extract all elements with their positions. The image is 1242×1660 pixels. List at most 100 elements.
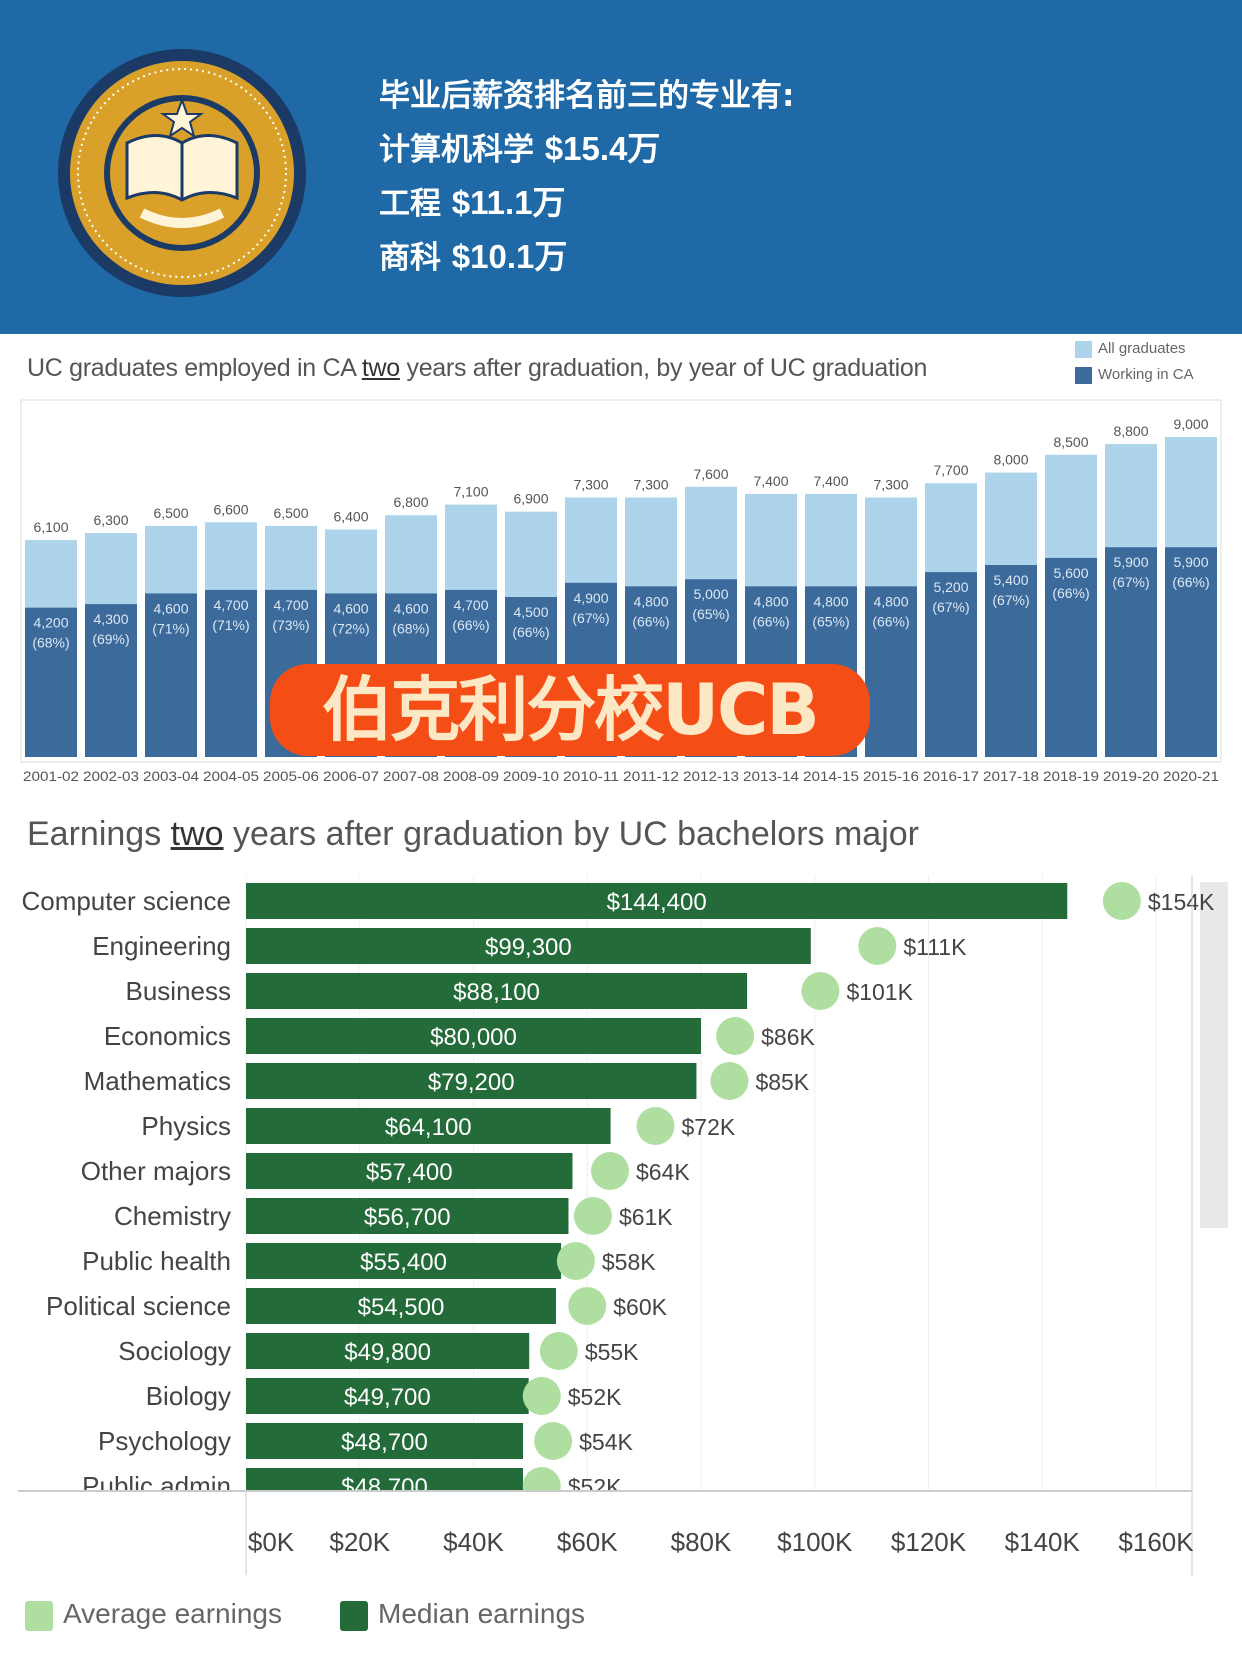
total-label: 7,300 <box>873 476 908 492</box>
percent-label: (66%) <box>452 617 489 633</box>
chart2-earnings-bars: Computer science $144,400 $154K Engineering… <box>18 875 1215 1575</box>
total-label: 6,100 <box>33 519 68 535</box>
header-banner: 毕业后薪资排名前三的专业有: 计算机科学 $15.4万 工程 $11.1万 商科… <box>0 0 1242 334</box>
point-average-earnings <box>534 1422 573 1460</box>
x-tick-label: 2004-05 <box>203 768 259 784</box>
percent-label: (72%) <box>332 620 369 636</box>
bar-median-earnings <box>246 1378 529 1414</box>
x-tick-label: 2014-15 <box>803 768 859 784</box>
percent-label: (68%) <box>392 620 429 636</box>
x-tick-label: 2015-16 <box>863 768 919 784</box>
bar-median-earnings <box>246 1423 523 1459</box>
bar-working-in-ca <box>1045 557 1097 757</box>
point-average-earnings <box>716 1017 755 1055</box>
point-average-earnings <box>568 1287 607 1325</box>
working-label: 4,900 <box>573 590 608 606</box>
point-average-earnings <box>522 1467 561 1491</box>
percent-label: (65%) <box>812 613 849 629</box>
category-label: Economics <box>104 1021 231 1051</box>
working-label: 5,000 <box>693 586 728 602</box>
total-label: 7,300 <box>633 476 668 492</box>
median-label: $80,000 <box>430 1024 517 1051</box>
legend-swatch <box>1075 366 1092 384</box>
legend-swatch <box>340 1600 368 1631</box>
point-average-earnings <box>1102 882 1141 920</box>
working-label: 5,900 <box>1173 554 1208 570</box>
salary-value: $10.1万 <box>451 238 568 275</box>
point-average-earnings <box>636 1107 675 1145</box>
percent-label: (71%) <box>212 617 249 633</box>
working-label: 4,800 <box>633 593 668 609</box>
median-label: $99,300 <box>485 934 572 961</box>
bar-working-in-ca <box>985 565 1037 757</box>
title-banner: 伯克利分校UCB <box>270 664 870 756</box>
x-tick-label: 2005-06 <box>263 768 319 784</box>
total-label: 8,800 <box>1113 423 1148 439</box>
bar-median-earnings <box>246 1108 611 1144</box>
category-label: Engineering <box>92 931 231 961</box>
point-average-earnings <box>858 927 897 965</box>
x-tick-label: $40K <box>443 1527 504 1557</box>
x-tick-label: 2002-03 <box>83 768 139 784</box>
category-label: Public health <box>82 1246 231 1276</box>
bar-working-in-ca <box>205 589 257 757</box>
total-label: 6,500 <box>273 505 308 521</box>
x-tick-label: $140K <box>1005 1527 1081 1557</box>
major-name: 工程 <box>379 186 441 222</box>
total-label: 8,500 <box>1053 434 1088 450</box>
x-tick-label: 2011-12 <box>623 768 679 784</box>
total-label: 7,400 <box>813 473 848 489</box>
working-label: 4,500 <box>513 604 548 620</box>
percent-label: (67%) <box>932 599 969 615</box>
legend-average-earnings: Average earnings <box>25 1598 282 1631</box>
percent-label: (67%) <box>572 610 609 626</box>
average-label: $85K <box>755 1069 809 1095</box>
total-label: 7,700 <box>933 462 968 478</box>
average-label: $58K <box>602 1249 656 1275</box>
plot-frame <box>20 399 1222 763</box>
working-label: 5,900 <box>1113 554 1148 570</box>
average-label: $52K <box>568 1474 622 1500</box>
x-tick-label: 2017-18 <box>983 768 1039 784</box>
percent-label: (66%) <box>872 613 909 629</box>
bar-median-earnings <box>246 1333 530 1369</box>
bar-median-earnings <box>246 928 811 964</box>
x-tick-label: 2001-02 <box>23 768 79 784</box>
bar-working-in-ca <box>85 604 137 757</box>
total-label: 7,300 <box>573 476 608 492</box>
median-label: $144,400 <box>607 889 707 916</box>
total-label: 6,300 <box>93 512 128 528</box>
category-label: Sociology <box>118 1336 231 1366</box>
working-label: 4,600 <box>153 600 188 616</box>
total-label: 7,100 <box>453 484 488 500</box>
salary-value: $11.1万 <box>451 184 566 221</box>
legend-swatch <box>25 1600 53 1631</box>
percent-label: (73%) <box>272 617 309 633</box>
bar-working-in-ca <box>1165 547 1217 757</box>
x-tick-label: 2020-21 <box>1163 768 1219 784</box>
category-label: Physics <box>141 1111 231 1141</box>
legend-all-graduates: All graduates <box>1075 340 1186 358</box>
point-average-earnings <box>522 1377 561 1415</box>
bar-median-earnings <box>246 1018 701 1054</box>
bar-median-earnings <box>246 1243 562 1279</box>
working-label: 4,200 <box>33 615 68 631</box>
working-label: 4,600 <box>333 600 368 616</box>
category-label: Business <box>126 976 232 1006</box>
x-tick-label: 2012-13 <box>683 768 739 784</box>
total-label: 7,400 <box>753 473 788 489</box>
x-tick-label: $80K <box>671 1527 732 1557</box>
point-average-earnings <box>710 1062 749 1100</box>
scrollbar[interactable] <box>1200 882 1228 1228</box>
category-label: Political science <box>46 1291 231 1321</box>
average-label: $54K <box>579 1429 633 1455</box>
median-label: $79,200 <box>428 1069 515 1096</box>
total-label: 6,500 <box>153 505 188 521</box>
average-label: $60K <box>613 1294 667 1320</box>
x-tick-label: $60K <box>557 1527 618 1557</box>
bar-working-in-ca <box>925 572 977 757</box>
percent-label: (67%) <box>1112 574 1149 590</box>
percent-label: (71%) <box>152 620 189 636</box>
total-label: 8,000 <box>993 452 1028 468</box>
major-name: 商科 <box>379 240 441 276</box>
